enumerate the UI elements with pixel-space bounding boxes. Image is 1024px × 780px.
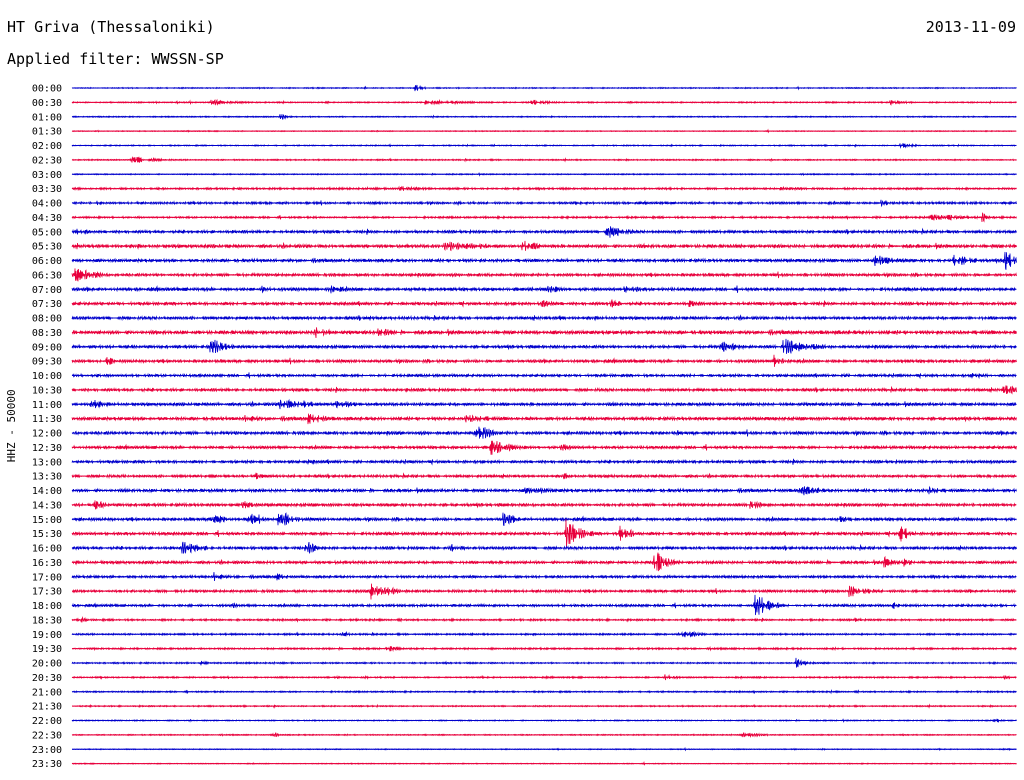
row-label-0100: 01:00 <box>32 112 62 123</box>
row-label-0000: 00:00 <box>32 84 62 95</box>
filter-label: Applied filter: <box>7 50 143 68</box>
row-label-0300: 03:00 <box>32 170 62 181</box>
row-label-0930: 09:30 <box>32 357 62 368</box>
row-label-2000: 20:00 <box>32 659 62 670</box>
row-label-1500: 15:00 <box>32 515 62 526</box>
recording-date: 2013-11-09 <box>925 18 1016 36</box>
row-label-1830: 18:30 <box>32 615 62 626</box>
row-label-1730: 17:30 <box>32 587 62 598</box>
row-label-1430: 14:30 <box>32 500 62 511</box>
row-label-1300: 13:00 <box>32 457 62 468</box>
row-label-1900: 19:00 <box>32 630 62 641</box>
row-label-0830: 08:30 <box>32 328 62 339</box>
row-label-1100: 11:00 <box>32 400 62 411</box>
row-label-1630: 16:30 <box>32 558 62 569</box>
row-label-2300: 23:00 <box>32 745 62 756</box>
row-label-0500: 05:00 <box>32 227 62 238</box>
row-label-1230: 12:30 <box>32 443 62 454</box>
row-label-1330: 13:30 <box>32 472 62 483</box>
row-label-0600: 06:00 <box>32 256 62 267</box>
row-label-0630: 06:30 <box>32 270 62 281</box>
row-label-2100: 21:00 <box>32 687 62 698</box>
row-label-0200: 02:00 <box>32 141 62 152</box>
row-label-0130: 01:30 <box>32 127 62 138</box>
station-title: HT Griva (Thessaloniki) <box>7 18 215 36</box>
trace-1530 <box>71 519 1017 547</box>
row-label-1130: 11:30 <box>32 414 62 425</box>
row-label-0230: 02:30 <box>32 155 62 166</box>
row-label-1030: 10:30 <box>32 385 62 396</box>
row-label-0730: 07:30 <box>32 299 62 310</box>
row-label-1000: 10:00 <box>32 371 62 382</box>
row-label-0900: 09:00 <box>32 342 62 353</box>
row-label-1400: 14:00 <box>32 486 62 497</box>
row-label-1700: 17:00 <box>32 572 62 583</box>
row-label-1530: 15:30 <box>32 529 62 540</box>
row-label-0530: 05:30 <box>32 242 62 253</box>
row-label-0400: 04:00 <box>32 199 62 210</box>
y-axis-label: HHZ - 50000 <box>5 389 18 462</box>
row-label-1930: 19:30 <box>32 644 62 655</box>
row-label-1200: 12:00 <box>32 429 62 440</box>
filter-info: Applied filter: WWSSN-SP <box>7 50 224 68</box>
filter-value: WWSSN-SP <box>151 50 224 68</box>
row-label-2230: 22:30 <box>32 730 62 741</box>
row-label-0430: 04:30 <box>32 213 62 224</box>
row-label-0700: 07:00 <box>32 285 62 296</box>
row-label-2200: 22:00 <box>32 716 62 727</box>
row-label-0800: 08:00 <box>32 314 62 325</box>
row-label-2030: 20:30 <box>32 673 62 684</box>
trace-1800 <box>71 594 1017 616</box>
row-label-1800: 18:00 <box>32 601 62 612</box>
row-label-2330: 23:30 <box>32 759 62 770</box>
row-label-1600: 16:00 <box>32 544 62 555</box>
row-label-0030: 00:30 <box>32 98 62 109</box>
row-label-2130: 21:30 <box>32 702 62 713</box>
row-label-0330: 03:30 <box>32 184 62 195</box>
